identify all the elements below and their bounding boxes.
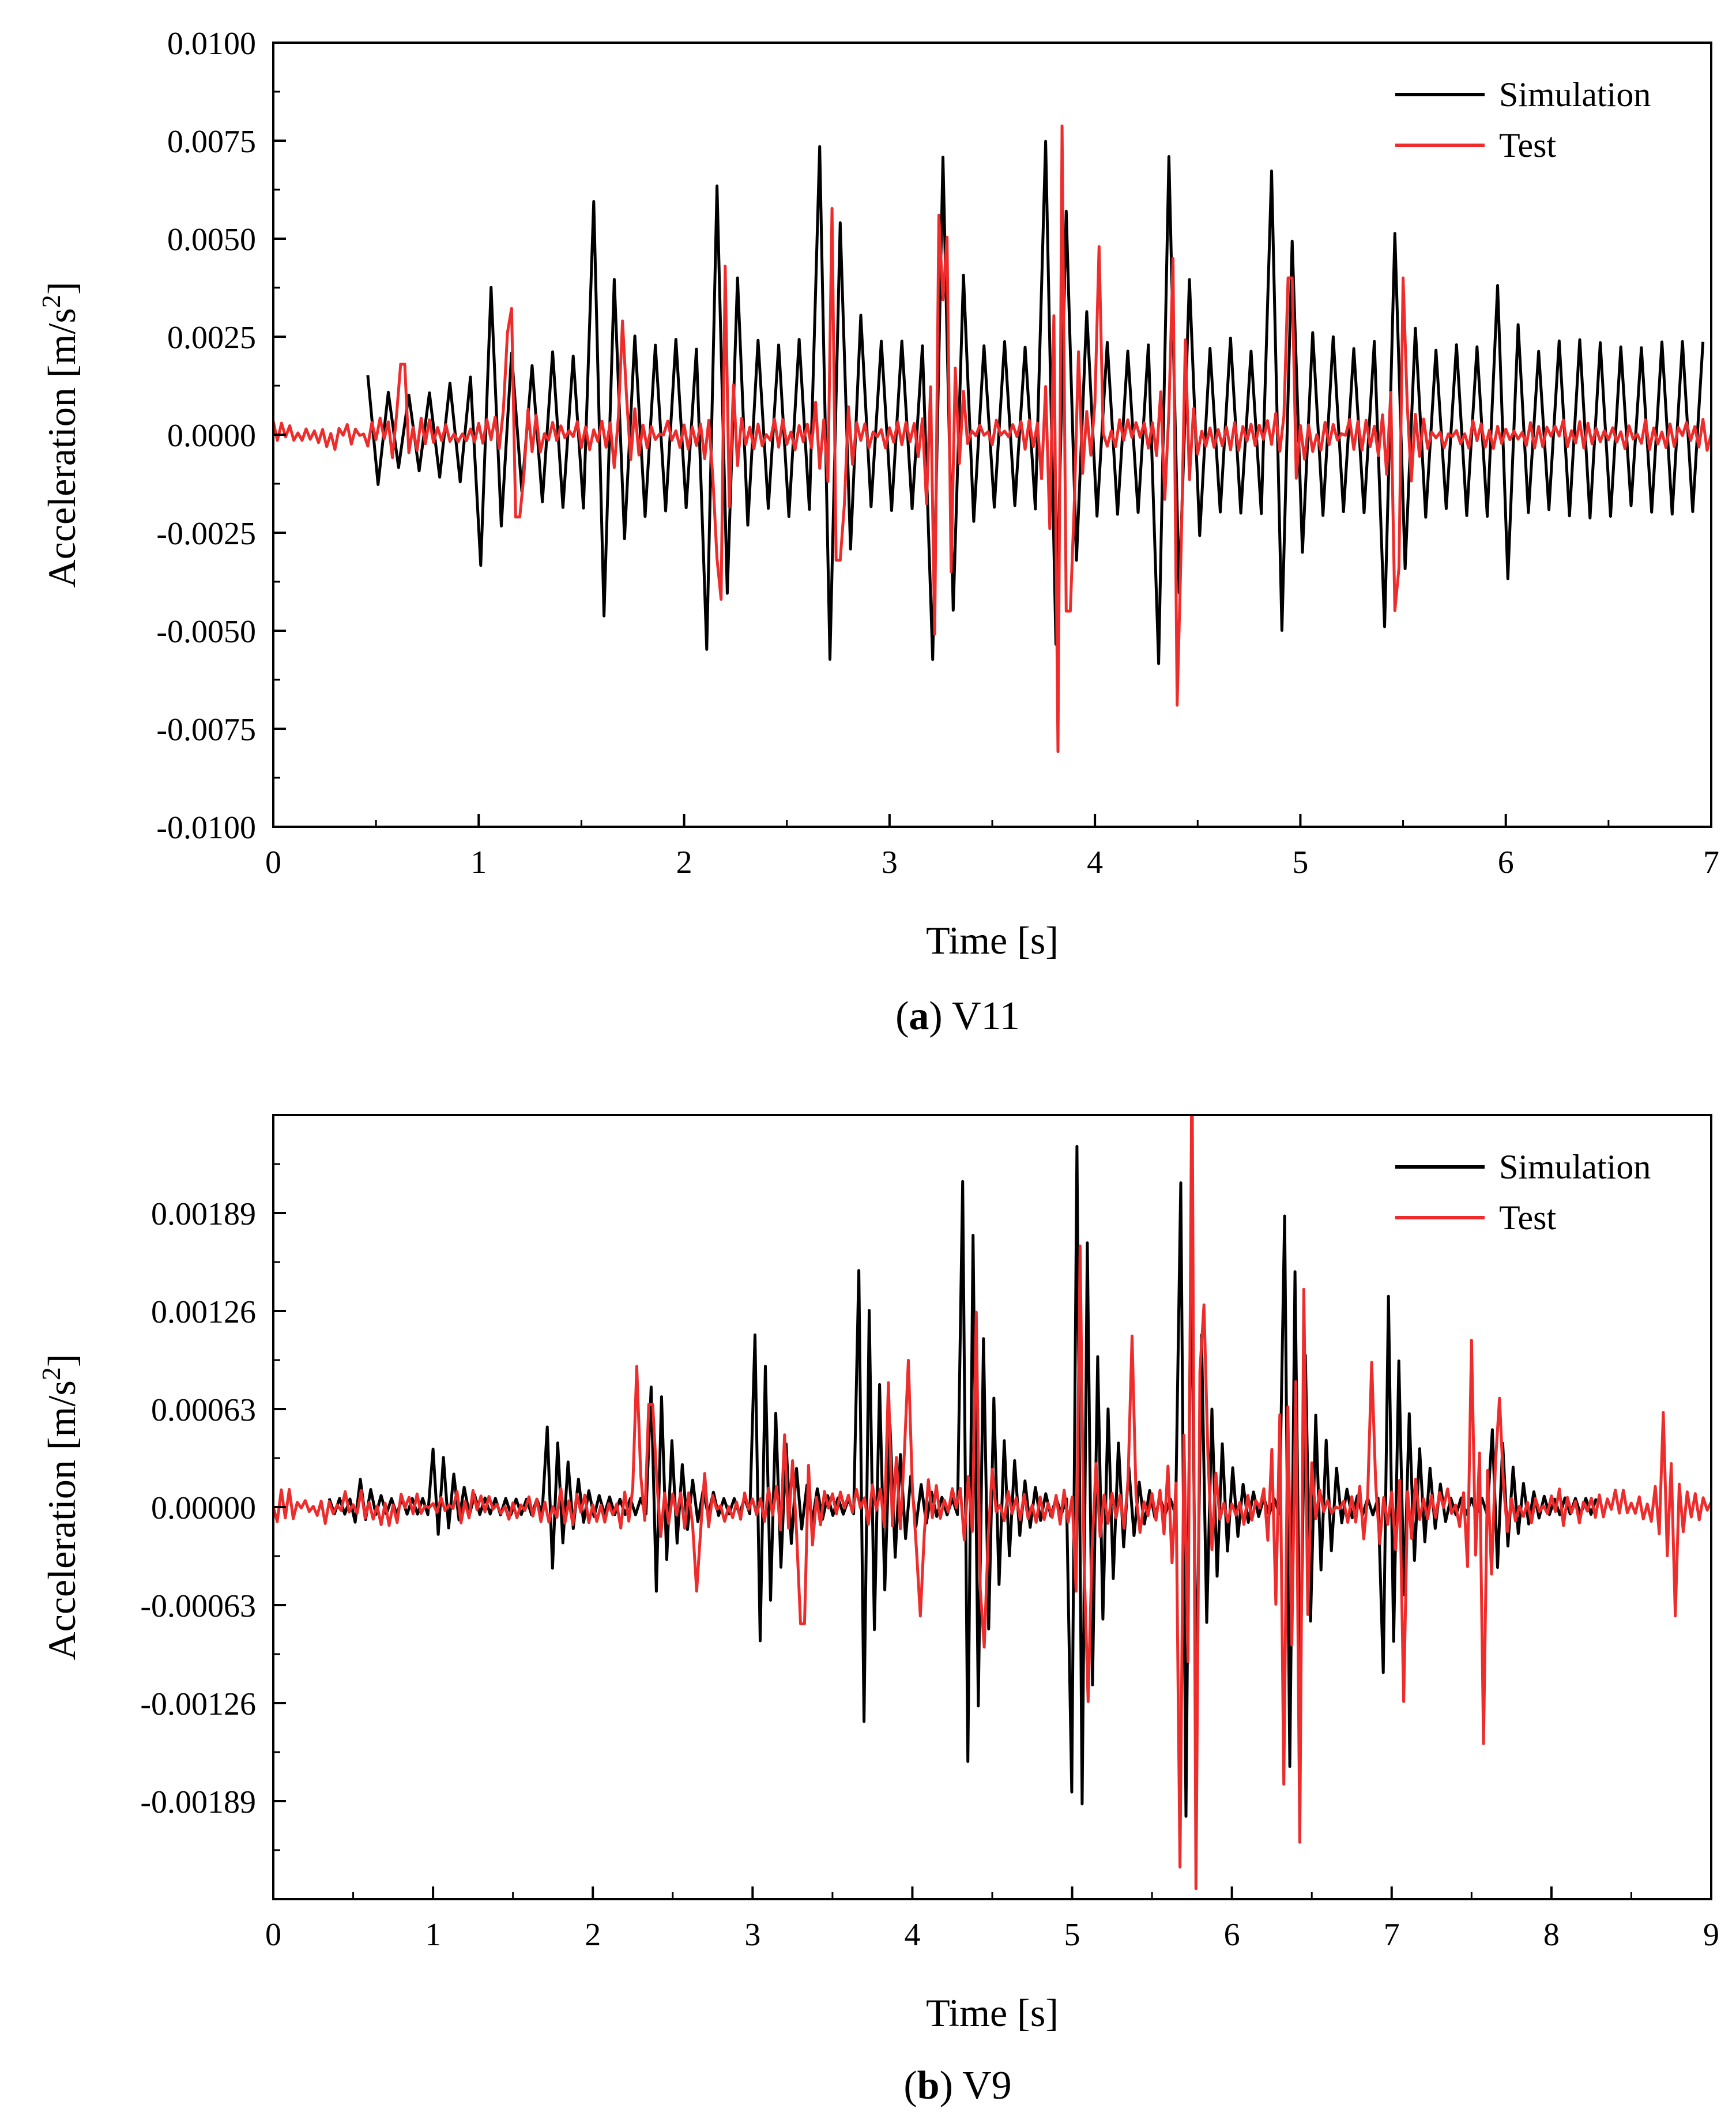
y-tick-label-b: 0.00000 [151, 1490, 256, 1526]
chart-panel-b: 0 1 2 3 4 5 6 7 8 9 0.00189 0.00126 0.00063 0.00000 -0… [36, 1114, 1719, 2108]
x-tick-label-a: 6 [1498, 845, 1514, 880]
panel-caption-a: (a) V11 [895, 994, 1020, 1038]
series-simulation-line-a [366, 140, 1705, 665]
x-tick-label-a: 2 [676, 845, 692, 880]
y-tick-label-a: 0.0000 [167, 418, 256, 454]
y-tick-label-a: 0.0050 [167, 222, 256, 258]
x-tick-label-a: 7 [1703, 845, 1719, 880]
y-tick-label-a: -0.0050 [156, 614, 256, 650]
x-tick-label-b: 0 [265, 1917, 281, 1953]
y-tick-label-b: 0.00126 [151, 1294, 256, 1330]
x-tick-label-a: 3 [882, 845, 898, 880]
y-axis-title-b: Acceleration [m/s2] [36, 1354, 84, 1660]
y-tick-label-a: -0.0075 [156, 712, 256, 748]
legend-label-test-a: Test [1499, 126, 1556, 164]
series-test-line-a [273, 125, 1711, 754]
y-tick-label-b: -0.00189 [140, 1784, 256, 1820]
y-tick-label-b: -0.00126 [140, 1686, 256, 1722]
x-tick-label-b: 2 [585, 1917, 601, 1953]
x-tick-label-b: 4 [904, 1917, 920, 1953]
legend-label-simulation-b: Simulation [1499, 1148, 1651, 1186]
x-tick-label-b: 6 [1224, 1917, 1240, 1953]
y-tick-label-a: 0.0075 [167, 124, 256, 160]
x-tick-label-b: 7 [1384, 1917, 1400, 1953]
x-tick-label-a: 1 [470, 845, 487, 880]
x-tick-label-a: 4 [1087, 845, 1103, 880]
panel-caption-b: (b) V9 [903, 2063, 1011, 2108]
y-axis-title-a: Acceleration [m/s2] [36, 282, 84, 588]
x-tick-label-b: 3 [744, 1917, 760, 1953]
x-tick-label-b: 5 [1064, 1917, 1080, 1953]
x-tick-label-b: 8 [1543, 1917, 1560, 1953]
y-tick-label-b: -0.00063 [140, 1588, 256, 1624]
y-tick-label-b: 0.00189 [151, 1196, 256, 1232]
x-tick-label-a: 5 [1292, 845, 1308, 880]
y-tick-label-a: -0.0100 [156, 810, 256, 846]
series-simulation-line-b [327, 1144, 1598, 1818]
y-tick-label-a: 0.0025 [167, 320, 256, 356]
legend-label-test-b: Test [1499, 1199, 1556, 1237]
x-axis-title-a: Time [s] [926, 918, 1059, 962]
series-test-line-b [273, 1115, 1711, 1890]
y-tick-label-b: 0.00063 [151, 1392, 256, 1428]
x-tick-label-a: 0 [265, 845, 281, 880]
y-tick-label-a: -0.0025 [156, 516, 256, 552]
x-tick-label-b: 1 [425, 1917, 441, 1953]
legend-label-simulation-a: Simulation [1499, 76, 1651, 114]
y-tick-label-a: 0.0100 [167, 26, 256, 62]
x-axis-title-b: Time [s] [926, 1991, 1059, 2035]
x-tick-label-b: 9 [1703, 1917, 1719, 1953]
chart-panel-a: 0 1 2 3 4 5 6 7 0.0100 0.0075 0.0050 0.0025 0.0000 -0… [36, 26, 1719, 1038]
